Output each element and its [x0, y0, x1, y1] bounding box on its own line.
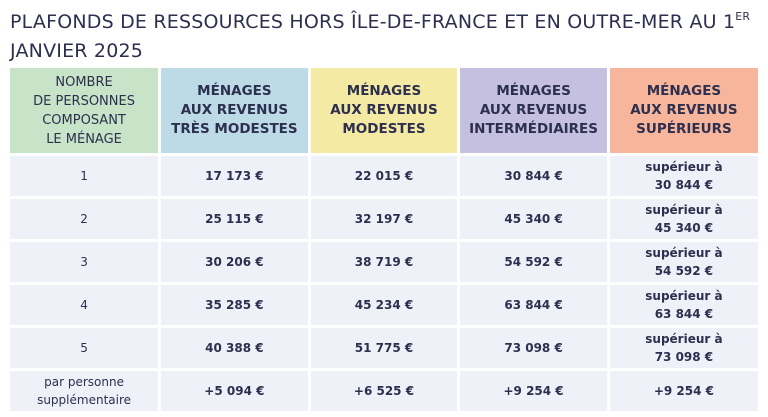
- cell-line: 73 098 €: [654, 350, 714, 364]
- cell-line: 63 844 €: [654, 307, 714, 321]
- cell-intermediaires: 30 844 €: [457, 153, 610, 199]
- header-line: MODESTES: [342, 121, 426, 137]
- header-line: AUX REVENUS: [479, 102, 588, 118]
- cell-intermediaires: +9 254 €: [457, 368, 610, 414]
- cell-tres_modestes: 25 115 €: [158, 196, 311, 242]
- cell-tres_modestes: 40 388 €: [158, 325, 311, 371]
- header-line: AUX REVENUS: [330, 102, 438, 118]
- cell-intermediaires: 54 592 €: [457, 239, 610, 285]
- header-line: AUX REVENUS: [180, 102, 289, 118]
- cell-line: par personne: [44, 375, 124, 389]
- cell-line: 54 592 €: [654, 264, 714, 278]
- column-header-modestes: MÉNAGES AUX REVENUS MODESTES: [307, 68, 461, 156]
- column-header-persons: NOMBRE DE PERSONNES COMPOSANT LE MÉNAGE: [10, 68, 162, 156]
- cell-tres_modestes: 17 173 €: [158, 153, 311, 199]
- cell-intermediaires: 45 340 €: [457, 196, 610, 242]
- income-ceiling-table: NOMBRE DE PERSONNES COMPOSANT LE MÉNAGE MÉNA…: [10, 68, 758, 414]
- cell-line: supérieur à: [645, 160, 723, 174]
- column-header-intermediaires: MÉNAGES AUX REVENUS INTERMÉDIAIRES: [457, 68, 610, 156]
- table-row-extra-person: par personne supplémentaire +5 094 € +6 525…: [10, 368, 758, 414]
- cell-modestes: +6 525 €: [307, 368, 461, 414]
- cell-modestes: 38 719 €: [307, 239, 461, 285]
- cell-line: supérieur à: [645, 203, 723, 217]
- header-line: MÉNAGES: [496, 83, 571, 99]
- page-title: PLAFONDS DE RESSOURCES HORS ÎLE-DE-FRANC…: [10, 10, 751, 62]
- cell-line: supplémentaire: [37, 393, 132, 407]
- cell-line: 45 340 €: [654, 221, 714, 235]
- header-line: LE MÉNAGE: [46, 131, 122, 147]
- cell-line: supérieur à: [645, 332, 723, 346]
- header-line: MÉNAGES: [197, 83, 272, 99]
- header-line: COMPOSANT: [42, 112, 126, 128]
- column-header-superieurs: MÉNAGES AUX REVENUS SUPÉRIEURS: [606, 68, 758, 156]
- cell-persons: 5: [10, 325, 162, 371]
- cell-tres_modestes: +5 094 €: [158, 368, 311, 414]
- header-line: TRÈS MODESTES: [171, 121, 298, 137]
- cell-persons: 4: [10, 282, 162, 328]
- table-row: 3 30 206 €38 719 €54 592 € supérieur à 54 5…: [10, 239, 758, 285]
- cell-persons: 3: [10, 239, 162, 285]
- header-line: MÉNAGES: [646, 83, 722, 99]
- cell-intermediaires: 63 844 €: [457, 282, 610, 328]
- table-row: 4 35 285 €45 234 €63 844 € supérieur à 63 8…: [10, 282, 758, 328]
- cell-line: 30 844 €: [654, 178, 714, 192]
- cell-line: supérieur à: [645, 289, 723, 303]
- table-row: 2 25 115 €32 197 €45 340 € supérieur à 45 3…: [10, 196, 758, 242]
- cell-modestes: 22 015 €: [307, 153, 461, 199]
- cell-superieurs: supérieur à 63 844 €: [606, 282, 758, 328]
- cell-tres_modestes: 35 285 €: [158, 282, 311, 328]
- header-line: NOMBRE: [55, 74, 113, 90]
- cell-modestes: 51 775 €: [307, 325, 461, 371]
- cell-persons: par personne supplémentaire: [10, 368, 162, 414]
- cell-line: supérieur à: [645, 246, 723, 260]
- cell-superieurs: supérieur à 73 098 €: [606, 325, 758, 371]
- cell-persons: 2: [10, 196, 162, 242]
- header-line: SUPÉRIEURS: [636, 121, 732, 137]
- cell-superieurs: supérieur à 45 340 €: [606, 196, 758, 242]
- cell-superieurs: +9 254 €: [606, 368, 758, 414]
- column-header-tres_modestes: MÉNAGES AUX REVENUS TRÈS MODESTES: [158, 68, 311, 156]
- cell-superieurs: supérieur à 30 844 €: [606, 153, 758, 199]
- header-line: INTERMÉDIAIRES: [469, 121, 598, 137]
- cell-modestes: 32 197 €: [307, 196, 461, 242]
- cell-modestes: 45 234 €: [307, 282, 461, 328]
- header-line: DE PERSONNES: [33, 93, 135, 109]
- header-line: AUX REVENUS: [630, 102, 738, 118]
- cell-intermediaires: 73 098 €: [457, 325, 610, 371]
- cell-tres_modestes: 30 206 €: [158, 239, 311, 285]
- cell-superieurs: supérieur à 54 592 €: [606, 239, 758, 285]
- header-line: MÉNAGES: [346, 83, 422, 99]
- table-row: 5 40 388 €51 775 €73 098 € supérieur à 73 0…: [10, 325, 758, 371]
- table-row: 1 17 173 €22 015 €30 844 € supérieur à 30 8…: [10, 153, 758, 199]
- cell-persons: 1: [10, 153, 162, 199]
